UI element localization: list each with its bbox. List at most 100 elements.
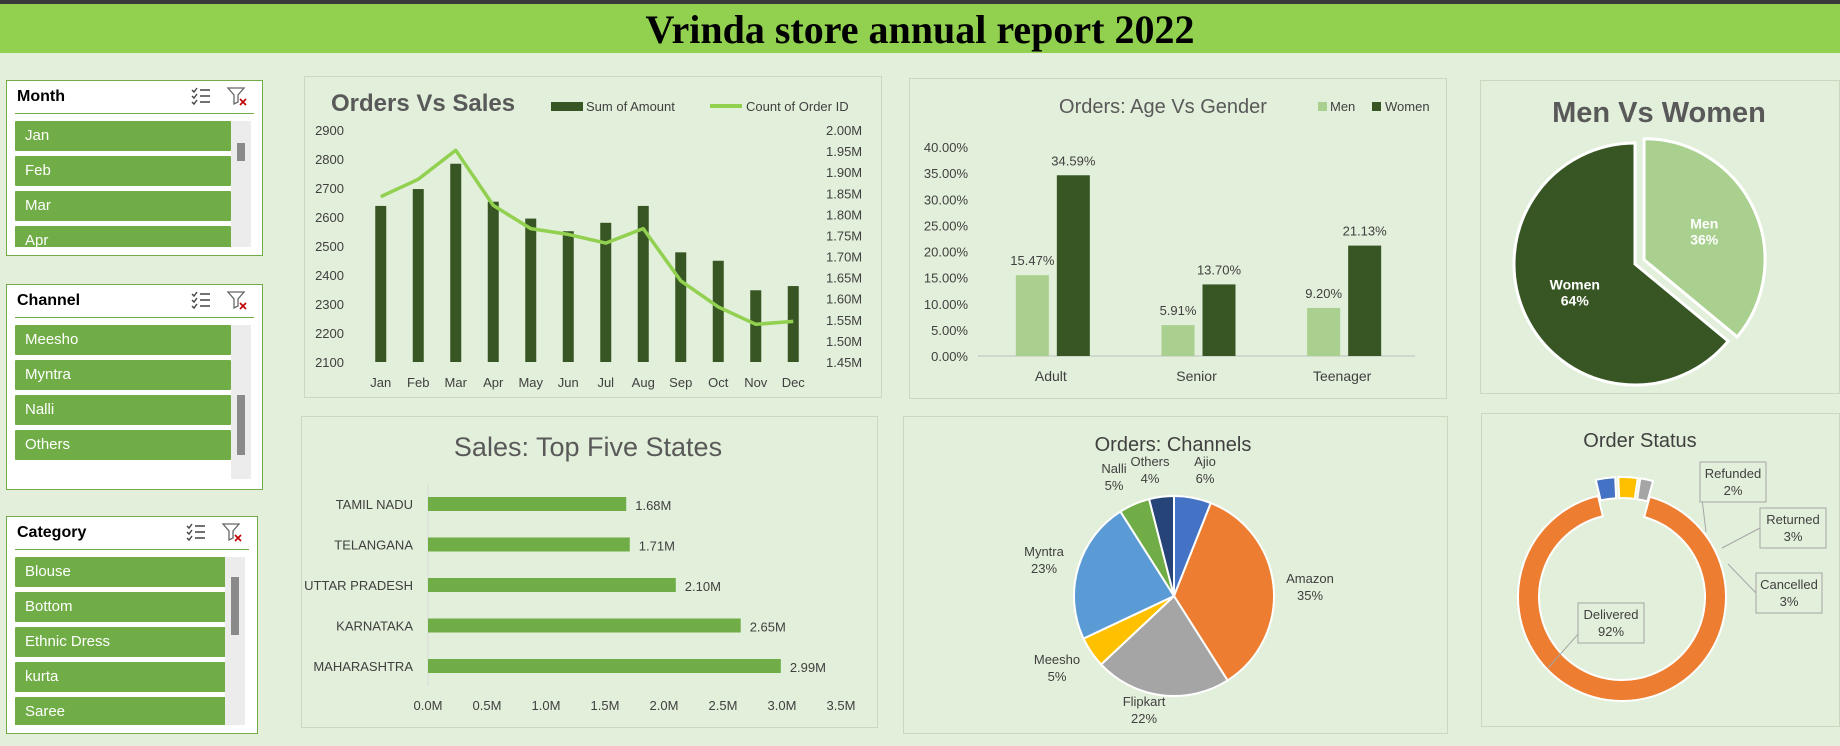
scrollbar-thumb[interactable] (237, 143, 245, 161)
slicer-item-nalli[interactable]: Nalli (15, 395, 231, 425)
multi-select-icon[interactable] (190, 85, 212, 107)
y-tick-label: KARNATAKA (336, 619, 413, 634)
legend-swatch-amount (551, 102, 583, 111)
y-right-tick-label: 1.85M (826, 186, 862, 201)
y-right-tick-label: 1.80M (826, 207, 862, 222)
pie-label: 4% (1141, 471, 1160, 486)
x-tick-label: 2.5M (709, 698, 738, 713)
x-tick-label: Adult (1035, 368, 1067, 384)
x-tick-label: 1.0M (532, 698, 561, 713)
pie-label: 35% (1297, 588, 1323, 603)
multi-select-icon[interactable] (185, 521, 207, 543)
y-right-tick-label: 1.90M (826, 165, 862, 180)
bar (637, 205, 649, 362)
bar (1307, 307, 1341, 356)
slicer-scrollbar[interactable] (231, 121, 251, 247)
data-label: 5.91% (1160, 303, 1197, 318)
bar (487, 201, 499, 362)
multi-select-icon[interactable] (190, 289, 212, 311)
pie-label: 6% (1196, 471, 1215, 486)
doughnut-label: Returned (1766, 512, 1819, 527)
legend-swatch-men (1318, 102, 1327, 111)
y-right-tick-label: 1.45M (826, 355, 862, 370)
x-tick-label: Mar (445, 375, 468, 390)
pie-label: Ajio (1194, 454, 1216, 469)
x-tick-label: Aug (632, 375, 655, 390)
x-tick-label: 3.0M (768, 698, 797, 713)
x-tick-label: Apr (483, 375, 504, 390)
x-tick-label: Jul (597, 375, 614, 390)
slicer-scrollbar[interactable] (225, 557, 245, 725)
bar (1056, 175, 1090, 356)
y-left-tick-label: 2300 (315, 297, 344, 312)
chart-title: Orders: Channels (1095, 434, 1252, 456)
chart-title: Order Status (1583, 430, 1696, 452)
bar (1202, 284, 1236, 356)
slicer-item-others[interactable]: Others (15, 430, 231, 460)
pie-label: 23% (1031, 561, 1057, 576)
slicer-item-myntra[interactable]: Myntra (15, 360, 231, 390)
slicer-item-meesho[interactable]: Meesho (15, 325, 231, 355)
slicer-item-ethnic-dress[interactable]: Ethnic Dress (15, 627, 226, 657)
x-tick-label: Nov (744, 375, 768, 390)
bar (428, 578, 676, 592)
slicer-item-feb[interactable]: Feb (15, 156, 231, 186)
y-tick-label: 10.00% (924, 297, 969, 312)
pie-label: Flipkart (1123, 694, 1166, 709)
slicer-item-kurta[interactable]: kurta (15, 662, 226, 692)
series-line-orders (380, 148, 794, 327)
y-tick-label: 40.00% (924, 140, 969, 155)
y-tick-label: TAMIL NADU (336, 497, 413, 512)
pie-label: Amazon (1286, 571, 1334, 586)
slicer-title: Category (17, 524, 87, 541)
channel-slicer[interactable]: Channel Meesho Myntra Nalli Others (6, 284, 263, 490)
x-tick-label: Sep (669, 375, 692, 390)
x-tick-label: Oct (708, 375, 729, 390)
bar (712, 260, 724, 362)
chart-title: Orders: Age Vs Gender (1059, 96, 1267, 118)
month-slicer[interactable]: Month Jan Feb Mar Apr (6, 80, 263, 256)
slicer-item-mar[interactable]: Mar (15, 191, 231, 221)
y-right-tick-label: 1.55M (826, 313, 862, 328)
doughnut-slice (1517, 494, 1727, 702)
legend-label: Sum of Amount (586, 99, 675, 114)
scrollbar-thumb[interactable] (237, 395, 245, 455)
data-label: 13.70% (1197, 262, 1242, 277)
scrollbar-thumb[interactable] (231, 577, 239, 635)
data-label: 9.20% (1305, 286, 1342, 301)
y-left-tick-label: 2100 (315, 355, 344, 370)
x-tick-label: 0.0M (414, 698, 443, 713)
slicer-item-saree[interactable]: Saree (15, 697, 226, 725)
data-label: 2.99M (790, 660, 826, 675)
doughnut-slice (1617, 476, 1639, 501)
clear-filter-icon[interactable] (226, 85, 248, 107)
x-tick-label: Feb (407, 375, 429, 390)
pie-label: 5% (1048, 669, 1067, 684)
top-states-panel (301, 416, 878, 728)
bar (600, 222, 612, 362)
legend-label: Men (1330, 99, 1355, 114)
pie-slice (1099, 594, 1229, 697)
slicer-scrollbar[interactable] (231, 325, 251, 479)
clear-filter-icon[interactable] (226, 289, 248, 311)
callout-leader (1727, 563, 1757, 594)
slicer-item-blouse[interactable]: Blouse (15, 557, 226, 587)
y-tick-label: 5.00% (931, 323, 968, 338)
x-tick-label: 2.0M (650, 698, 679, 713)
callout-leader (1721, 527, 1761, 549)
clear-filter-icon[interactable] (221, 521, 243, 543)
slicer-item-bottom[interactable]: Bottom (15, 592, 226, 622)
orders-vs-sales-panel (304, 76, 882, 398)
pie-slice (1073, 510, 1176, 640)
slicer-title: Channel (17, 292, 81, 309)
pie-label: Others (1130, 454, 1170, 469)
slicer-item-jan[interactable]: Jan (15, 121, 231, 151)
category-slicer[interactable]: Category Blouse Bottom Ethnic Dress kurt… (6, 516, 258, 734)
bar (787, 286, 799, 362)
x-tick-label: Teenager (1313, 368, 1372, 384)
report-title: Vrinda store annual report 2022 (645, 7, 1195, 52)
slicer-item-apr[interactable]: Apr (15, 226, 231, 247)
y-right-tick-label: 1.75M (826, 228, 862, 243)
y-left-tick-label: 2600 (315, 210, 344, 225)
data-label: 21.13% (1343, 224, 1388, 239)
